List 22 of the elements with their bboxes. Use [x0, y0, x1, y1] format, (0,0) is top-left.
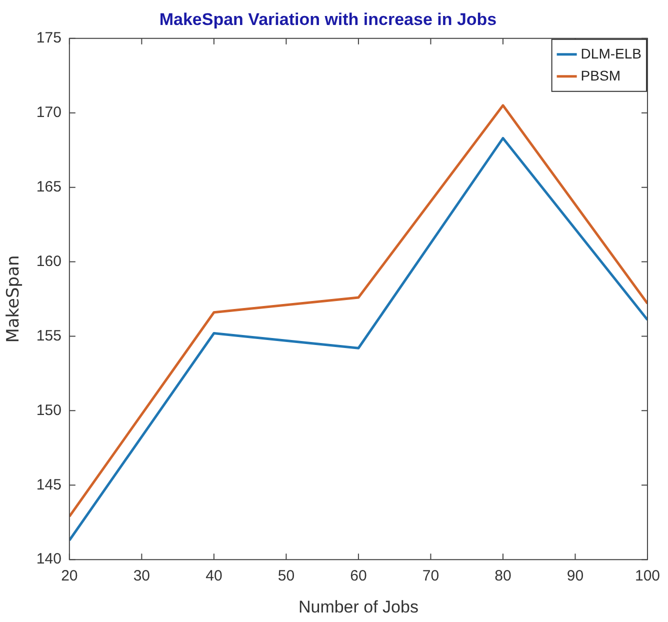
x-tick-label: 40 [206, 568, 222, 585]
x-tick-label: 80 [494, 568, 512, 585]
x-tick-label: 90 [566, 568, 584, 585]
y-tick-label: 145 [36, 476, 62, 494]
y-tick-label: 165 [36, 178, 62, 196]
x-tick-label: 20 [61, 568, 78, 585]
x-tick-label: 50 [278, 568, 295, 585]
x-axis-title: Number of Jobs [298, 597, 418, 616]
x-tick-label: 30 [133, 568, 150, 585]
chart-title: MakeSpan Variation with increase in Jobs [159, 10, 497, 29]
y-tick-label: 150 [36, 402, 62, 419]
x-tick-label: 100 [634, 568, 660, 585]
y-axis-title: MakeSpan [4, 255, 24, 343]
y-tick-label: 170 [36, 104, 62, 121]
legend-label: DLM-ELB [580, 45, 642, 62]
y-tick-label: 140 [36, 550, 62, 568]
y-tick-label: 155 [36, 327, 62, 344]
y-tick-label: 175 [36, 30, 62, 47]
x-tick-label: 60 [350, 568, 367, 585]
legend-label: PBSM [580, 67, 620, 84]
y-tick-label: 160 [36, 252, 62, 270]
x-tick-label: 70 [422, 568, 440, 585]
